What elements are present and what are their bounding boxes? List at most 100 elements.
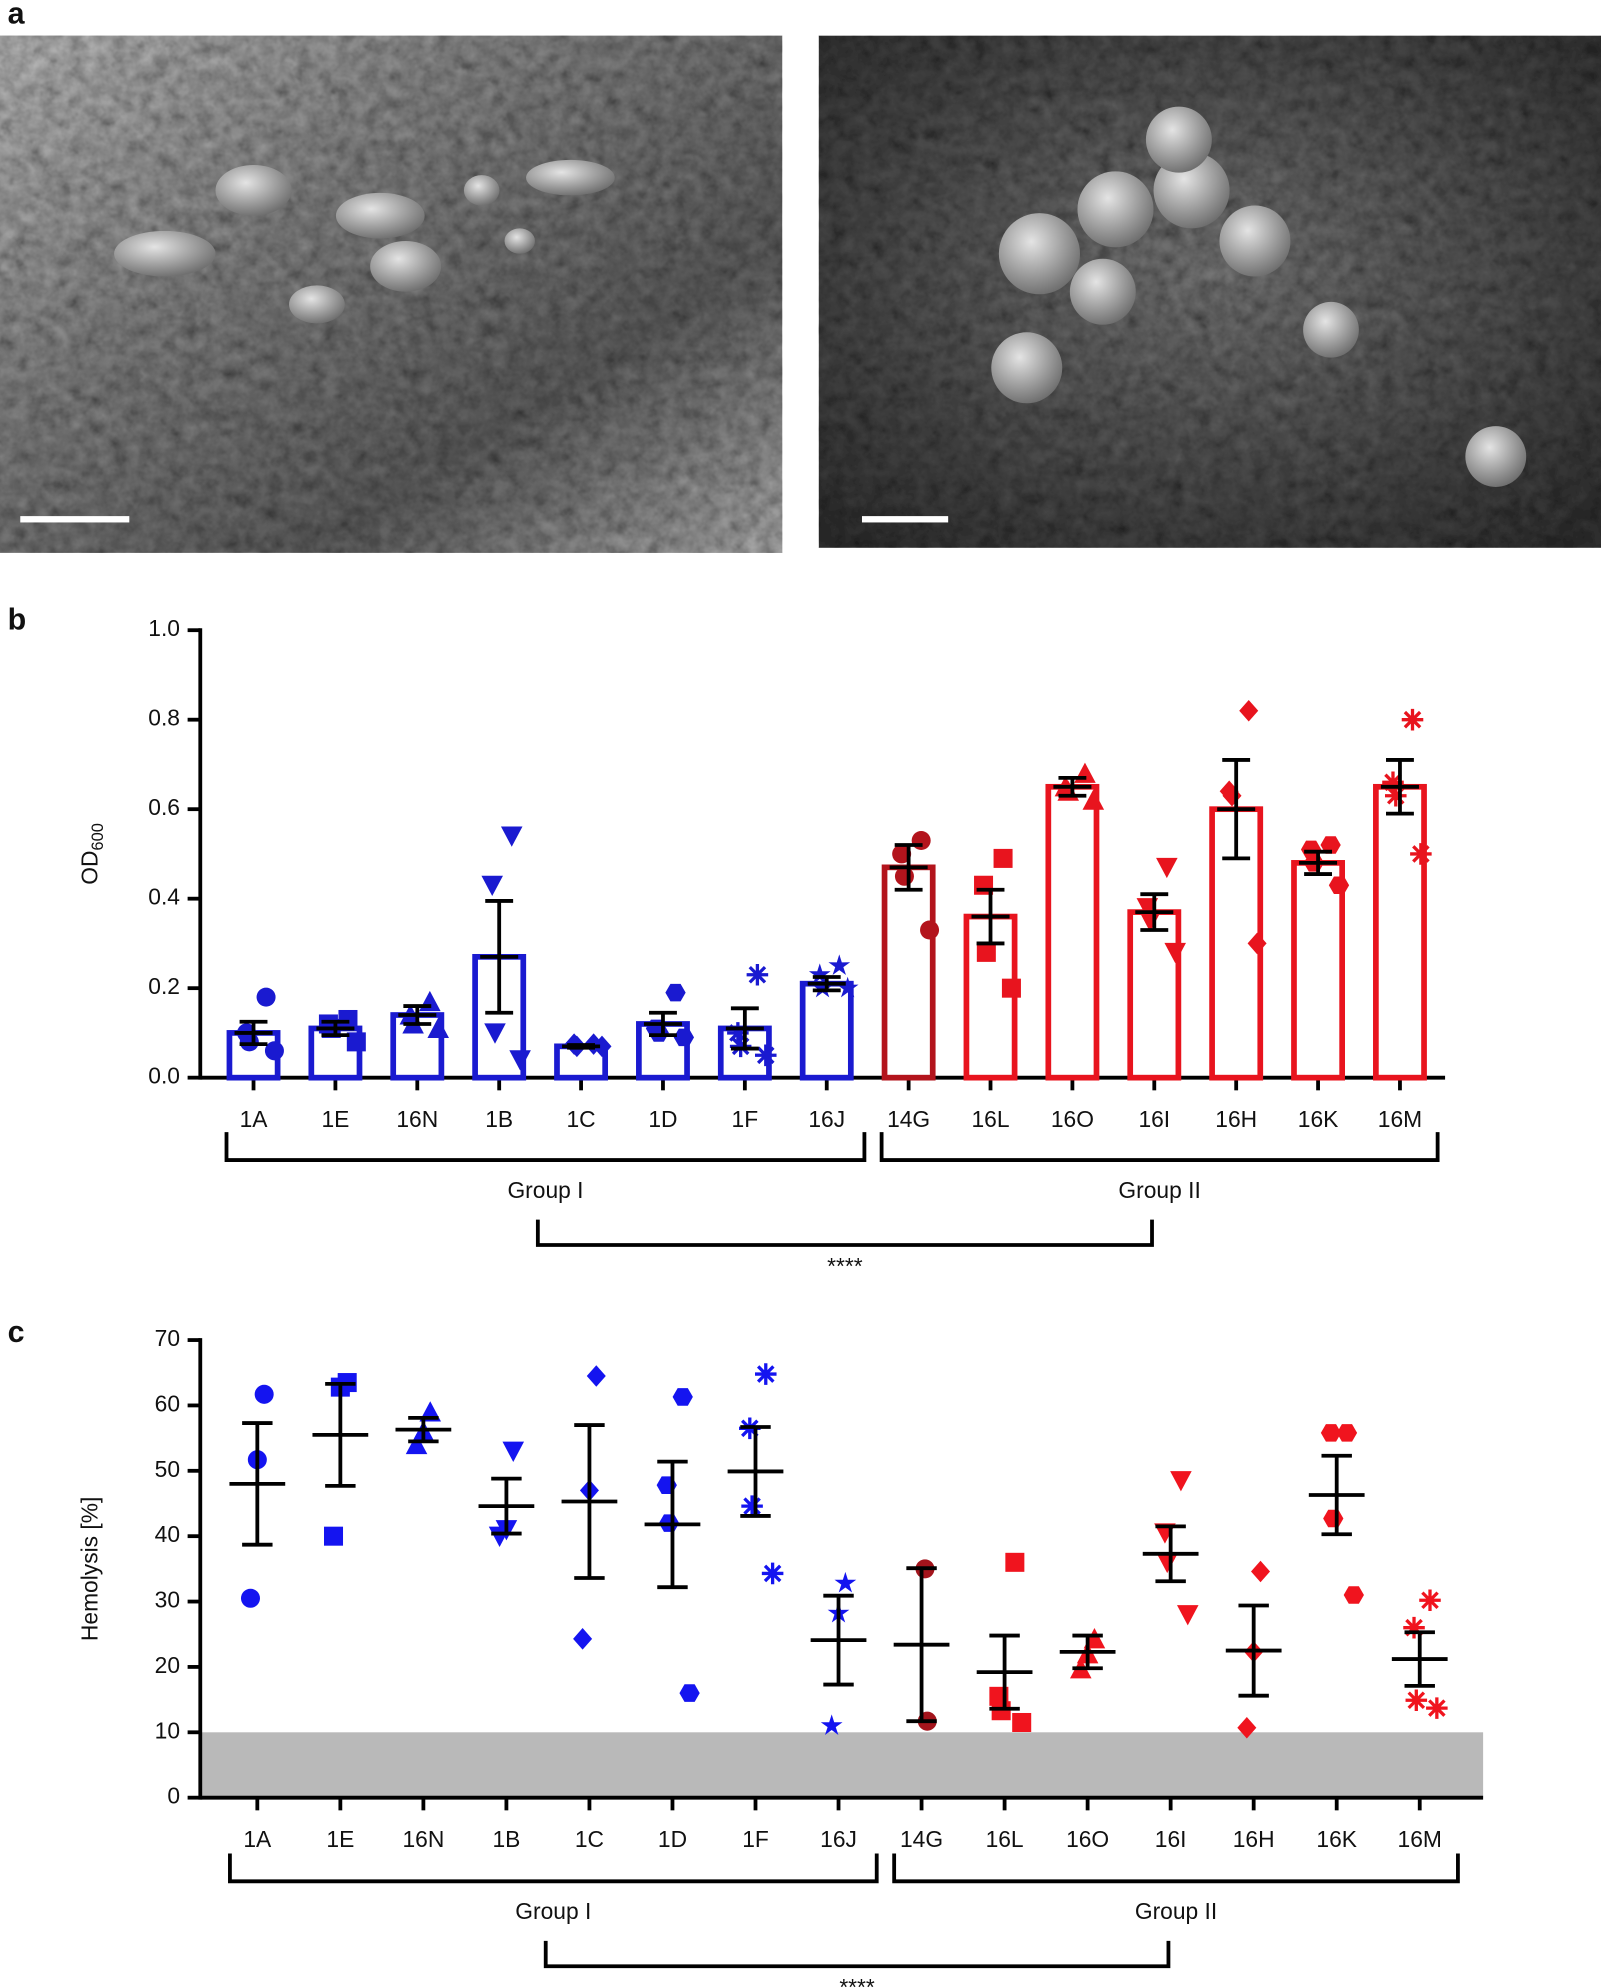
data-point <box>892 844 912 864</box>
data-point <box>1005 1552 1025 1572</box>
data-point <box>754 1363 777 1385</box>
x-tick-label: 1A <box>243 1826 272 1852</box>
data-point <box>911 830 931 851</box>
y-tick-label: 0.0 <box>148 1063 180 1089</box>
panel-label: c <box>8 1315 25 1349</box>
y-axis-title-main: OD <box>76 851 102 885</box>
data-point <box>338 1009 358 1029</box>
x-tick-label: 16M <box>1378 1106 1422 1132</box>
x-tick-label: 16J <box>808 1106 845 1132</box>
data-point <box>1323 1509 1344 1528</box>
x-tick-label: 16M <box>1398 1826 1442 1852</box>
x-tick-label: 16O <box>1066 1826 1109 1852</box>
x-tick-label: 16O <box>1051 1106 1094 1132</box>
data-point <box>820 1714 843 1735</box>
x-tick-label: 16I <box>1138 1106 1170 1132</box>
data-point <box>240 1588 260 1608</box>
data-point <box>502 1441 525 1462</box>
y-tick-label: 10 <box>155 1717 180 1743</box>
x-tick-label: 16K <box>1316 1826 1357 1852</box>
data-point <box>573 1628 593 1650</box>
data-point <box>1176 1605 1199 1626</box>
data-point <box>679 1684 700 1702</box>
data-point <box>991 1701 1011 1721</box>
x-tick-label: 16K <box>1298 1106 1339 1132</box>
group-bracket <box>879 1132 1440 1162</box>
data-point <box>1382 771 1404 794</box>
data-point <box>808 963 831 984</box>
data-point <box>746 963 769 986</box>
y-tick-label: 20 <box>155 1652 180 1678</box>
data-point <box>1328 876 1350 895</box>
data-point <box>427 1017 449 1038</box>
data-point <box>1156 857 1178 879</box>
y-tick-label: 0 <box>167 1783 180 1809</box>
data-point <box>754 1044 777 1067</box>
x-tick-label: 1C <box>575 1826 604 1852</box>
data-point <box>894 866 914 886</box>
x-tick-label: 1F <box>732 1106 759 1132</box>
data-point <box>1012 1712 1032 1732</box>
group-bracket <box>228 1853 879 1884</box>
y-tick-label: 0.8 <box>148 705 180 731</box>
data-point <box>1320 836 1341 854</box>
x-tick-label: 16N <box>402 1826 444 1852</box>
x-tick-label: 1E <box>326 1826 354 1852</box>
x-tick-label: 1A <box>240 1106 269 1132</box>
data-point <box>1320 1424 1342 1442</box>
data-point <box>1405 1689 1428 1712</box>
group-bracket <box>892 1853 1460 1884</box>
data-point <box>828 954 851 976</box>
data-point <box>993 848 1013 868</box>
data-point <box>741 1495 763 1517</box>
data-point <box>1074 762 1096 783</box>
bar <box>881 864 936 1081</box>
data-point <box>665 983 686 1002</box>
data-point <box>1426 1697 1448 1719</box>
group-label: Group II <box>1135 1898 1217 1924</box>
data-point <box>976 942 996 962</box>
data-point <box>1239 699 1259 722</box>
group-label: Group I <box>507 1177 583 1203</box>
significance-bracket <box>535 1219 1154 1247</box>
data-point <box>509 1050 531 1071</box>
data-point <box>920 920 940 940</box>
data-point <box>1401 708 1424 731</box>
data-point <box>672 1388 693 1406</box>
data-point <box>1247 932 1267 955</box>
data-point <box>727 1022 749 1044</box>
data-point <box>324 1526 344 1546</box>
data-point <box>1410 843 1432 865</box>
significance-label: **** <box>827 1253 863 1279</box>
x-tick-label: 1C <box>566 1106 595 1132</box>
y-tick-label: 40 <box>155 1521 180 1547</box>
y-tick-label: 60 <box>155 1390 180 1416</box>
data-point <box>1001 978 1021 998</box>
sem-image-left <box>0 35 783 553</box>
data-point <box>586 1365 606 1387</box>
data-point <box>834 1571 857 1593</box>
group-label: Group I <box>515 1898 591 1924</box>
data-point <box>1251 1560 1271 1583</box>
data-point <box>1156 1552 1178 1574</box>
y-tick-label: 0.4 <box>148 884 180 910</box>
x-tick-label: 1B <box>492 1826 520 1852</box>
x-tick-label: 16N <box>396 1106 438 1132</box>
data-point <box>1082 789 1105 810</box>
data-point <box>481 875 503 897</box>
bar <box>1291 860 1346 1081</box>
y-tick-label: 1.0 <box>148 615 180 641</box>
y-axis-title-subscript: 600 <box>89 823 107 850</box>
x-tick-label: 16I <box>1155 1826 1187 1852</box>
sem-image-right <box>818 35 1601 548</box>
x-tick-label: 16H <box>1233 1826 1275 1852</box>
data-point <box>239 1032 259 1052</box>
y-axis-title-main: Hemolysis [%] <box>76 1497 102 1641</box>
x-tick-label: 14G <box>900 1826 943 1852</box>
x-tick-label: 1B <box>485 1106 513 1132</box>
data-point <box>500 826 523 847</box>
x-tick-label: 1D <box>658 1826 687 1852</box>
y-tick-label: 70 <box>155 1325 180 1351</box>
y-tick-label: 0.2 <box>148 973 180 999</box>
x-tick-label: 16J <box>820 1826 857 1852</box>
